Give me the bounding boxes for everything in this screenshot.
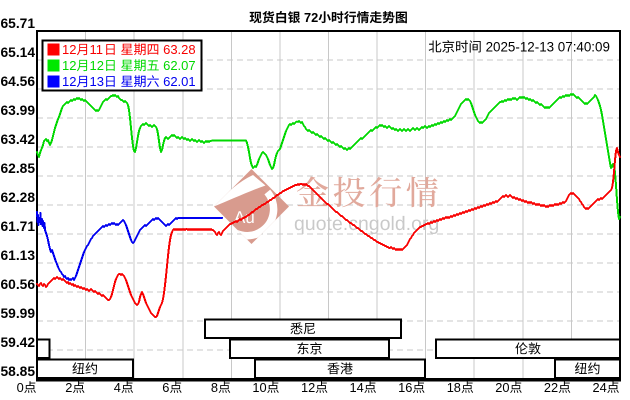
svg-text:0: 0 [17,380,24,395]
svg-text:12: 12 [90,58,104,73]
svg-text:58.85: 58.85 [1,364,36,379]
svg-text:2: 2 [65,380,72,395]
svg-text:64.56: 64.56 [1,74,36,89]
svg-text:18: 18 [447,380,461,395]
svg-text:60.56: 60.56 [1,277,36,292]
svg-text:63.99: 63.99 [1,103,36,118]
svg-text:12: 12 [301,380,315,395]
svg-text:11: 11 [90,42,104,57]
svg-text:12: 12 [62,74,76,89]
svg-text:61.13: 61.13 [1,248,36,263]
svg-text:13: 13 [90,74,104,89]
svg-text:12: 12 [62,58,76,73]
svg-text:62.85: 62.85 [1,161,36,176]
svg-text:20: 20 [495,380,509,395]
svg-text:12: 12 [62,42,76,57]
svg-text:62.01: 62.01 [163,74,196,89]
svg-text:65.71: 65.71 [1,16,36,31]
svg-text:2025-12-13: 2025-12-13 [486,40,554,55]
svg-text:24: 24 [593,380,607,395]
svg-text:14: 14 [350,380,364,395]
svg-text:16: 16 [398,380,412,395]
svg-text:72: 72 [304,10,318,25]
svg-text:59.99: 59.99 [1,306,36,321]
svg-text:65.14: 65.14 [1,45,36,60]
svg-text:61.71: 61.71 [1,219,36,234]
svg-text:8: 8 [211,380,218,395]
svg-text:07:40:09: 07:40:09 [558,40,610,55]
svg-text:6: 6 [162,380,169,395]
svg-text:10: 10 [252,380,266,395]
svg-text:4: 4 [114,380,121,395]
svg-text:62.07: 62.07 [163,58,196,73]
svg-text:63.28: 63.28 [163,42,196,57]
svg-text:59.42: 59.42 [1,335,36,350]
svg-text:63.42: 63.42 [1,132,36,147]
svg-text:22: 22 [544,380,558,395]
svg-text:62.28: 62.28 [1,190,36,205]
